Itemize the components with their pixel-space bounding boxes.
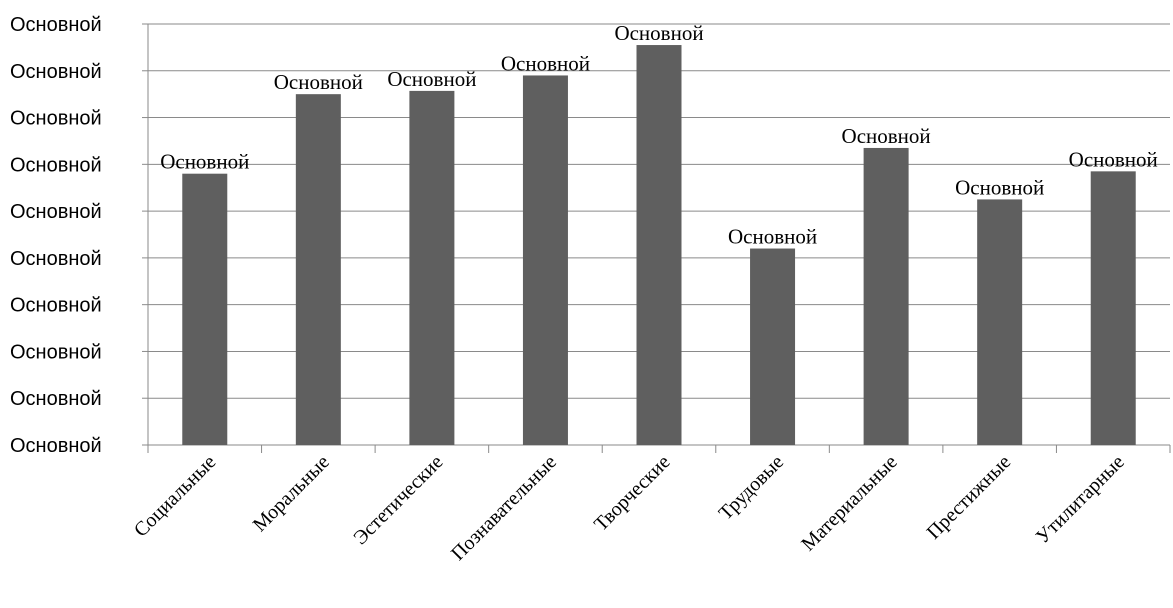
y-tick-label: Основной (10, 108, 102, 130)
x-tick-label: Материальные (797, 451, 901, 555)
data-label: Основной (274, 70, 363, 94)
data-labels: Основной Основной Основной Основной Основной… (160, 21, 1158, 248)
data-label: Основной (160, 150, 249, 174)
x-tick-label: Творческие (590, 451, 675, 536)
data-label: Основной (955, 175, 1044, 199)
bar-4 (522, 75, 568, 445)
x-tick-label: Познавательные (447, 451, 561, 565)
x-tick-label: Трудовые (715, 451, 789, 525)
x-tick-label: Престижные (923, 451, 1016, 544)
x-tick-label: Утилитарные (1032, 451, 1129, 548)
data-label: Основной (501, 51, 590, 75)
data-label: Основной (1069, 147, 1158, 171)
data-label: Основной (387, 67, 476, 91)
data-label: Основной (614, 21, 703, 45)
bar-7 (863, 147, 909, 445)
bar-3 (409, 90, 455, 446)
bar-6 (750, 248, 796, 445)
bars (182, 45, 1136, 446)
bar-2 (295, 94, 341, 446)
data-label: Основной (842, 124, 931, 148)
data-label: Основной (728, 225, 817, 249)
y-tick-label: Основной (10, 14, 102, 36)
y-axis-tick-labels: Основной Основной Основной Основной Основной… (10, 14, 102, 457)
x-tick-label: Социальные (130, 451, 221, 542)
y-tick-label: Основной (10, 388, 102, 410)
y-tick-label: Основной (10, 201, 102, 223)
x-axis (147, 24, 1171, 453)
y-tick-label: Основной (10, 295, 102, 317)
y-tick-label: Основной (10, 248, 102, 270)
bar-8 (977, 199, 1023, 445)
x-tick-label: Моральные (249, 451, 334, 536)
y-tick-label: Основной (10, 154, 102, 176)
x-tick-label: Эстетические (349, 451, 447, 549)
bar-5 (636, 45, 682, 446)
bar-9 (1090, 171, 1136, 445)
y-tick-label: Основной (10, 61, 102, 83)
y-tick-label: Основной (10, 435, 102, 457)
bar-1 (182, 173, 228, 445)
y-tick-label: Основной (10, 341, 102, 363)
x-axis-tick-labels: Социальные Моральные Эстетические Познавате… (130, 451, 1129, 565)
